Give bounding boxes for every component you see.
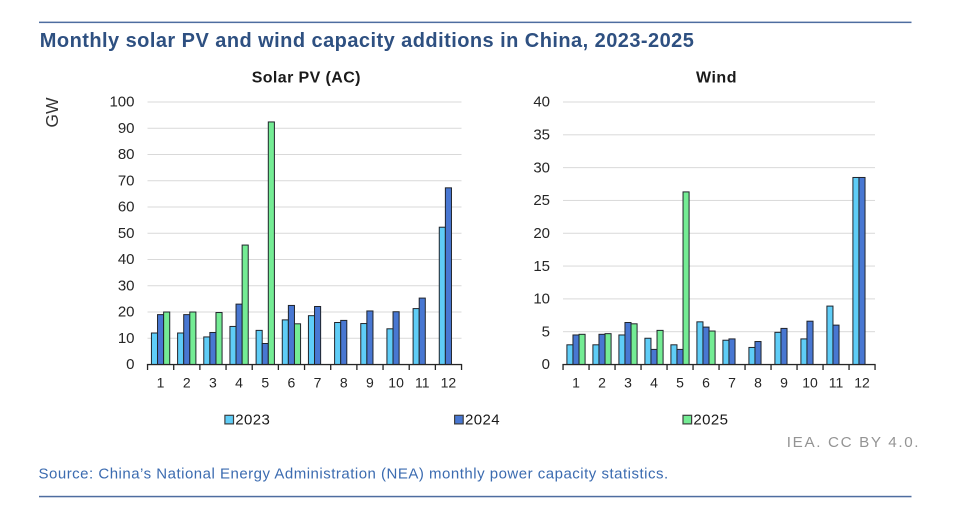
svg-text:0: 0 [542, 356, 550, 373]
svg-text:12: 12 [854, 374, 870, 390]
svg-text:GW: GW [42, 97, 62, 128]
svg-text:4: 4 [650, 374, 658, 390]
svg-text:4: 4 [235, 374, 243, 390]
svg-text:10: 10 [388, 374, 404, 390]
svg-text:50: 50 [118, 225, 135, 242]
svg-text:Source: China’s National Energ: Source: China’s National Energy Administ… [39, 465, 669, 482]
svg-text:IEA. CC BY 4.0.: IEA. CC BY 4.0. [787, 434, 920, 451]
svg-text:9: 9 [780, 374, 788, 390]
svg-text:3: 3 [209, 374, 217, 390]
svg-text:10: 10 [533, 291, 550, 308]
svg-text:2025: 2025 [693, 412, 728, 429]
svg-text:10: 10 [118, 330, 135, 347]
svg-text:30: 30 [533, 159, 550, 176]
svg-text:8: 8 [340, 374, 348, 390]
svg-text:1: 1 [572, 374, 580, 390]
svg-text:8: 8 [754, 374, 762, 390]
svg-text:7: 7 [314, 374, 322, 390]
svg-text:70: 70 [118, 172, 135, 189]
svg-text:9: 9 [366, 374, 374, 390]
svg-text:40: 40 [118, 251, 135, 268]
svg-text:1: 1 [157, 374, 165, 390]
svg-text:5: 5 [261, 374, 269, 390]
svg-text:2023: 2023 [235, 412, 270, 429]
svg-text:11: 11 [415, 374, 430, 390]
svg-text:6: 6 [288, 374, 296, 390]
svg-text:30: 30 [118, 277, 135, 294]
svg-text:Monthly solar PV and wind capa: Monthly solar PV and wind capacity addit… [40, 30, 695, 52]
svg-text:2: 2 [598, 374, 606, 390]
svg-text:5: 5 [542, 323, 550, 340]
svg-text:3: 3 [624, 374, 632, 390]
svg-text:10: 10 [802, 374, 818, 390]
svg-text:20: 20 [533, 225, 550, 242]
svg-text:6: 6 [702, 374, 710, 390]
svg-text:7: 7 [728, 374, 736, 390]
svg-text:40: 40 [533, 94, 550, 111]
svg-text:2: 2 [183, 374, 191, 390]
svg-text:20: 20 [118, 304, 135, 321]
svg-text:35: 35 [533, 127, 550, 144]
svg-text:11: 11 [829, 374, 844, 390]
svg-text:Solar PV (AC): Solar PV (AC) [252, 70, 361, 87]
svg-text:80: 80 [118, 146, 135, 163]
svg-text:90: 90 [118, 120, 135, 137]
svg-text:100: 100 [109, 94, 134, 111]
svg-text:2024: 2024 [465, 412, 500, 429]
svg-text:60: 60 [118, 199, 135, 216]
svg-text:5: 5 [676, 374, 684, 390]
svg-text:25: 25 [533, 192, 550, 209]
svg-text:15: 15 [533, 258, 550, 275]
svg-text:12: 12 [441, 374, 457, 390]
svg-text:Wind: Wind [696, 70, 737, 87]
svg-text:0: 0 [126, 356, 134, 373]
